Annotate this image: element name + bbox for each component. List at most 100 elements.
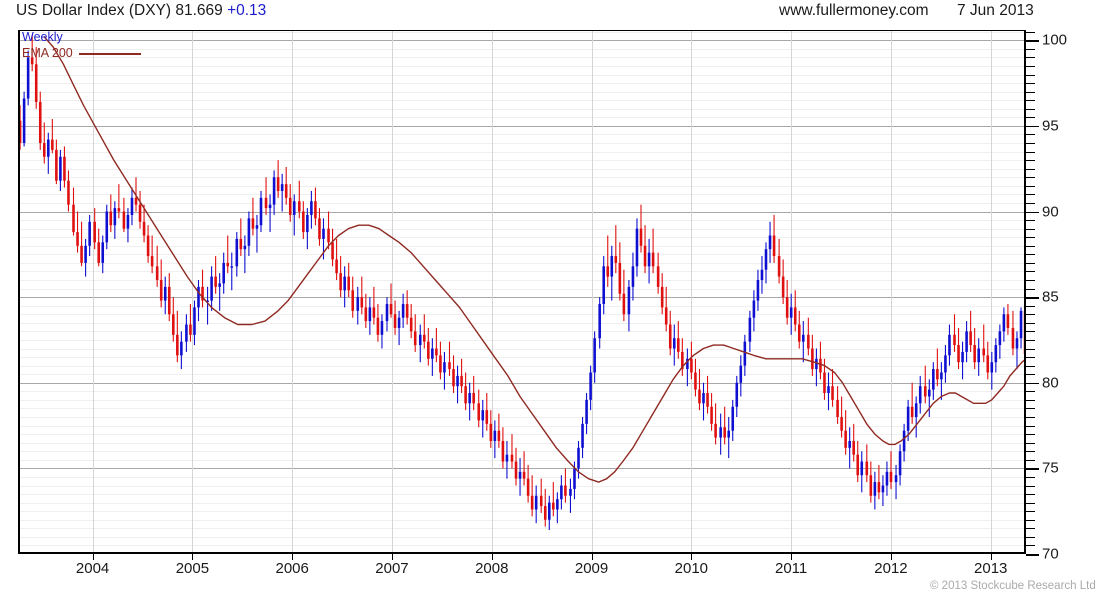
y-axis-tick: [1026, 177, 1035, 179]
x-axis-tick: [591, 554, 593, 560]
y-axis-tick: [1026, 536, 1035, 538]
x-axis-tick: [791, 554, 793, 560]
x-axis-label: 2006: [275, 560, 309, 577]
y-axis-tick: [1026, 297, 1039, 299]
y-axis-tick: [1026, 382, 1039, 385]
y-axis-tick: [1026, 476, 1035, 478]
y-axis-tick: [1026, 125, 1039, 128]
y-axis-tick: [1026, 554, 1039, 556]
y-axis-tick: [1026, 134, 1035, 136]
y-axis-tick: [1026, 305, 1035, 307]
y-axis-tick: [1026, 254, 1035, 256]
y-axis-tick: [1026, 374, 1035, 376]
y-axis-label: 85: [1042, 288, 1059, 306]
periodicity-label: Weekly: [22, 30, 63, 44]
y-axis-tick: [1026, 434, 1035, 436]
x-axis-label: 2013: [974, 560, 1008, 577]
y-axis-tick: [1026, 48, 1035, 50]
x-axis-tick: [292, 554, 294, 560]
y-axis-tick: [1026, 83, 1035, 85]
y-axis-label: 95: [1042, 117, 1059, 135]
x-axis-label: 2008: [475, 560, 509, 577]
y-axis-tick: [1026, 271, 1035, 273]
price-change: +0.13: [227, 2, 267, 19]
y-axis-tick: [1026, 408, 1035, 410]
y-axis-tick: [1026, 262, 1035, 264]
ema-label: EMA 200: [22, 46, 73, 60]
y-axis-tick: [1026, 391, 1035, 393]
y-axis-tick: [1026, 31, 1035, 33]
y-axis-tick: [1026, 494, 1035, 496]
y-axis-tick: [1026, 40, 1039, 42]
y-axis-tick: [1026, 365, 1035, 367]
y-axis-tick: [1026, 519, 1035, 521]
y-axis-tick: [1026, 417, 1035, 418]
series-layer: [18, 35, 1026, 531]
y-axis-tick: [1026, 425, 1035, 427]
y-axis-tick: [1026, 528, 1035, 530]
y-axis-tick: [1026, 74, 1035, 76]
y-axis-label: 75: [1042, 459, 1059, 477]
x-axis-label: 2005: [175, 560, 210, 577]
y-axis-tick: [1026, 339, 1035, 341]
chart-title-text: US Dollar Index (DXY) 81.669: [16, 2, 223, 19]
y-axis-tick: [1026, 185, 1035, 187]
x-axis-label: 2010: [674, 560, 709, 577]
y-axis-label: 80: [1042, 374, 1059, 392]
y-axis-tick: [1026, 117, 1035, 119]
y-axis-tick: [1026, 143, 1035, 145]
x-axis-tick: [92, 554, 94, 560]
y-axis-tick: [1026, 348, 1035, 350]
y-axis-tick: [1026, 245, 1035, 247]
y-axis-tick: [1026, 280, 1035, 281]
x-axis-label: 2004: [75, 560, 110, 577]
x-axis-tick: [192, 554, 194, 560]
y-axis-tick: [1026, 459, 1035, 461]
y-axis-tick: [1026, 451, 1035, 453]
y-axis-tick: [1026, 57, 1035, 59]
source-website[interactable]: www.fullermoney.com: [779, 2, 929, 19]
x-axis-tick: [990, 554, 992, 560]
y-axis-tick: [1026, 160, 1035, 162]
y-axis-tick: [1026, 485, 1035, 487]
y-axis-tick: [1026, 468, 1039, 470]
y-axis-tick: [1026, 168, 1035, 170]
y-axis-label: 100: [1042, 31, 1068, 49]
y-axis-tick: [1026, 91, 1035, 93]
ema-legend-swatch: [79, 53, 141, 55]
y-axis-label: 90: [1042, 203, 1059, 221]
y-axis-tick: [1026, 237, 1035, 239]
grid-layer: [18, 30, 1026, 554]
y-axis-tick: [1026, 545, 1035, 547]
y-axis-tick: [1026, 100, 1035, 102]
chart-title: US Dollar Index (DXY) 81.669 +0.13: [16, 2, 266, 20]
chart-date: 7 Jun 2013: [957, 2, 1034, 19]
x-axis-tick: [491, 554, 493, 560]
y-axis-tick: [1026, 228, 1035, 230]
copyright-notice: © 2013 Stockcube Research Ltd: [930, 580, 1096, 592]
y-axis-tick: [1026, 211, 1039, 214]
y-axis-tick: [1026, 314, 1035, 316]
y-axis-tick: [1026, 442, 1035, 444]
x-axis-tick: [391, 554, 393, 560]
y-axis-tick: [1026, 399, 1035, 401]
y-axis-tick: [1026, 194, 1035, 196]
y-axis-tick: [1026, 65, 1035, 67]
y-axis-tick: [1026, 108, 1035, 110]
y-axis-tick: [1026, 331, 1035, 333]
y-axis-tick: [1026, 202, 1035, 204]
x-axis-label: 2012: [874, 560, 908, 577]
x-axis-label: 2007: [375, 560, 409, 577]
y-axis-tick: [1026, 151, 1035, 153]
y-axis-tick: [1026, 502, 1035, 504]
y-axis-tick: [1026, 288, 1035, 290]
x-axis-tick: [890, 554, 892, 560]
y-axis-tick: [1026, 357, 1035, 359]
x-axis-tick: [691, 554, 693, 560]
y-axis-tick: [1026, 322, 1035, 324]
y-axis-tick: [1026, 220, 1035, 222]
y-axis-label: 70: [1042, 545, 1059, 563]
plot-area[interactable]: [18, 30, 1026, 554]
y-axis-tick: [1026, 511, 1035, 513]
